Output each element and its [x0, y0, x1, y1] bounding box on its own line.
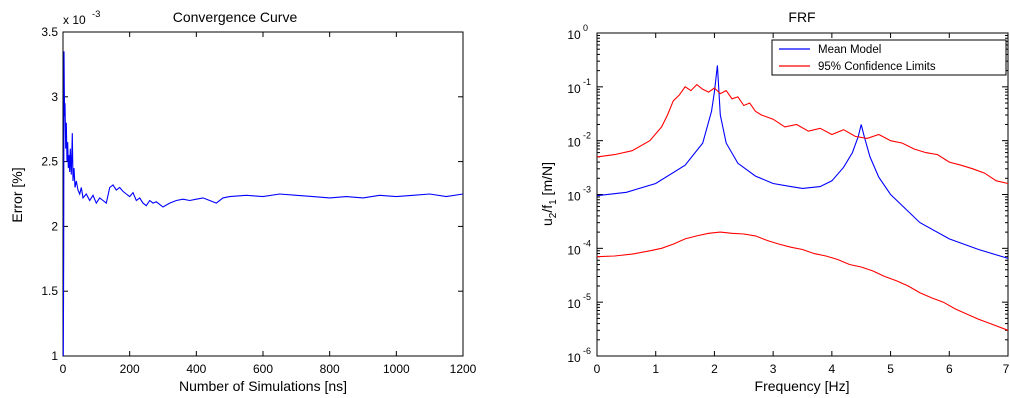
convergence-chart: Convergence Curve 0 200 400 600 800 1000 1200 1… — [9, 9, 477, 394]
y-tick-label: 10 — [567, 190, 581, 204]
x-tick-label: 0 — [60, 362, 67, 376]
y-tick-label: 3 — [51, 90, 58, 104]
y-tick-label: 10 — [567, 82, 581, 96]
x-tick-label: 5 — [887, 362, 894, 376]
x-tick-label: 200 — [120, 362, 140, 376]
x-tick-label: 6 — [946, 362, 953, 376]
x-tick-label: 800 — [320, 362, 340, 376]
x-tick-label: 1000 — [383, 362, 410, 376]
chart-title: FRF — [788, 9, 815, 25]
y-label-u: u — [539, 218, 555, 226]
y-axis-label: u2/f1 [m/N] — [539, 162, 559, 226]
legend: Mean Model 95% Confidence Limits — [771, 39, 1007, 76]
x-tick-label: 4 — [829, 362, 836, 376]
y-multiplier-exponent: -3 — [92, 9, 100, 20]
y-multiplier: x 10 -3 — [63, 9, 100, 27]
x-tick-label: 2 — [711, 362, 718, 376]
x-axis-label: Number of Simulations [ns] — [179, 378, 347, 394]
y-label-f: /f — [539, 205, 555, 213]
series-lines — [596, 65, 1009, 331]
y-tick-exponent: -3 — [583, 185, 591, 195]
y-tick-label: 2.5 — [41, 155, 58, 169]
x-tick-label: 7 — [1003, 362, 1010, 376]
y-label-sub2: 2 — [548, 212, 559, 218]
plot-area — [596, 32, 1009, 357]
x-tick-label: 600 — [253, 362, 273, 376]
x-tick-label: 1 — [652, 362, 659, 376]
y-tick-exponent: -6 — [583, 346, 591, 356]
x-tick-label: 0 — [594, 362, 601, 376]
y-tick-label: 10 — [567, 243, 581, 257]
series-confidence-lower — [596, 231, 1009, 331]
y-multiplier-label: x 10 — [63, 13, 86, 27]
plot-area — [62, 31, 464, 357]
y-tick-label: 2 — [51, 219, 58, 233]
y-tick-label: 10 — [567, 28, 581, 42]
y-tick-exponent: -4 — [583, 238, 591, 248]
series-confidence-upper — [596, 83, 1009, 185]
y-tick-exponent: -2 — [583, 131, 591, 141]
y-tick-label: 10 — [567, 351, 581, 365]
chart-title: Convergence Curve — [173, 9, 298, 25]
axis-ticks: 0 200 400 600 800 1000 1200 1 1.5 2 2.5 3 3.5 — [41, 25, 476, 376]
y-tick-exponent: 0 — [583, 23, 588, 33]
y-tick-label: 1.5 — [41, 284, 58, 298]
y-tick-label: 10 — [567, 297, 581, 311]
legend-box — [771, 39, 1007, 76]
x-axis-label: Frequency [Hz] — [755, 378, 850, 394]
y-label-unit: [m/N] — [539, 162, 555, 199]
legend-label-confidence: 95% Confidence Limits — [818, 61, 936, 73]
y-tick-label: 1 — [51, 349, 58, 363]
x-tick-label: 1200 — [450, 362, 477, 376]
x-tick-label: 400 — [186, 362, 206, 376]
y-tick-exponent: -5 — [583, 292, 591, 302]
series-line — [62, 51, 464, 357]
y-tick-exponent: -1 — [583, 77, 591, 87]
series-mean-model — [596, 65, 1009, 259]
y-axis-label: Error [%] — [9, 167, 25, 222]
y-tick-label: 3.5 — [41, 25, 58, 39]
legend-label-mean: Mean Model — [818, 44, 881, 56]
x-tick-label: 3 — [770, 362, 777, 376]
y-label-sub1: 1 — [548, 199, 559, 205]
y-tick-label: 10 — [567, 136, 581, 150]
